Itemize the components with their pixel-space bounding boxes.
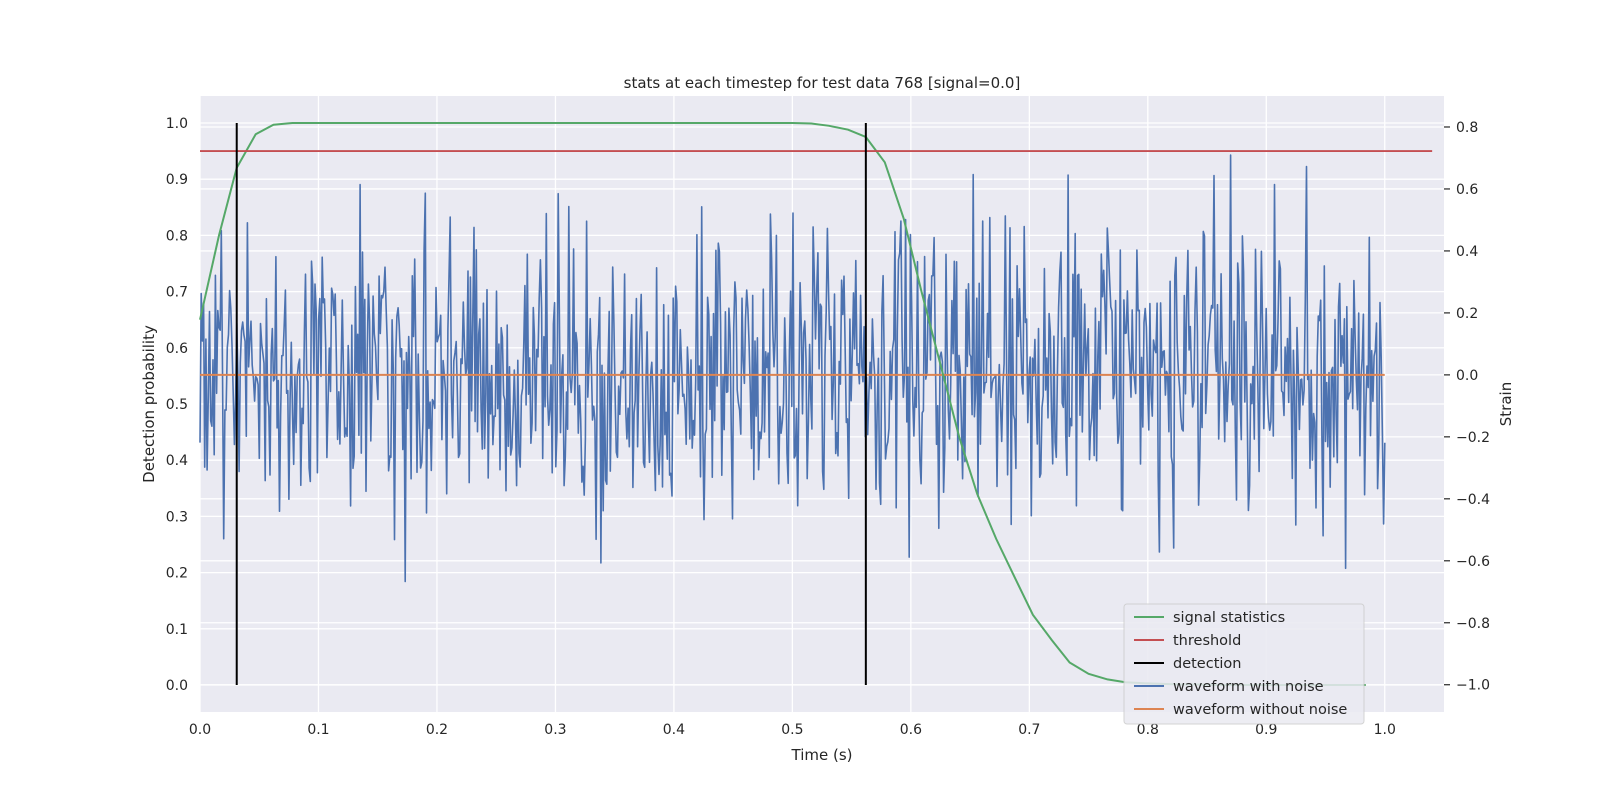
y-tick-label: 0.9 xyxy=(166,172,188,188)
x-tick-label: 0.7 xyxy=(1018,722,1040,738)
x-tick-label: 0.4 xyxy=(663,722,685,738)
y-tick-label: 0.2 xyxy=(166,566,188,582)
y-tick-label: 0.6 xyxy=(166,341,188,357)
y-tick-label: 0.8 xyxy=(166,228,188,244)
y2-tick-label: 0.0 xyxy=(1456,368,1478,384)
y2-tick-label: −0.6 xyxy=(1456,554,1490,570)
y2-tick-label: 0.2 xyxy=(1456,306,1478,322)
y2-tick-label: −1.0 xyxy=(1456,678,1490,694)
legend-label-waveform-with-noise: waveform with noise xyxy=(1173,679,1324,695)
x-tick-label: 0.6 xyxy=(900,722,922,738)
y2-tick-label: 0.8 xyxy=(1456,120,1478,136)
y-tick-label: 0.5 xyxy=(166,397,188,413)
x-tick-label: 0.2 xyxy=(426,722,448,738)
legend-box xyxy=(1123,603,1365,725)
legend-label-signal-statistics: signal statistics xyxy=(1173,610,1285,626)
x-axis-ticks: 0.0 0.1 0.2 0.3 0.4 0.5 0.6 0.7 0.8 0.9 1.0 xyxy=(189,722,1396,738)
legend-label-waveform-without-noise: waveform without noise xyxy=(1173,702,1347,718)
y-tick-label: 1.0 xyxy=(166,116,188,132)
x-tick-label: 0.8 xyxy=(1137,722,1159,738)
chart-title: stats at each timestep for test data 768… xyxy=(624,74,1021,92)
x-tick-label: 0.1 xyxy=(307,722,329,738)
y-axis-label: Detection probability xyxy=(140,325,158,483)
y2-tick-label: −0.2 xyxy=(1456,430,1490,446)
y2-tick-label: 0.4 xyxy=(1456,244,1478,260)
y2-tick-label: 0.6 xyxy=(1456,182,1478,198)
x-tick-label: 0.0 xyxy=(189,722,211,738)
legend-label-threshold: threshold xyxy=(1173,633,1241,649)
legend-label-detection: detection xyxy=(1173,656,1241,672)
legend: signal statistics threshold detection wa… xyxy=(1123,603,1365,725)
x-tick-label: 1.0 xyxy=(1374,722,1396,738)
y-tick-label: 0.3 xyxy=(166,509,188,525)
y-tick-label: 0.1 xyxy=(166,622,188,638)
y-tick-label: 0.0 xyxy=(166,678,188,694)
y-tick-label: 0.7 xyxy=(166,285,188,301)
y2-tick-label: −0.8 xyxy=(1456,616,1490,632)
y-axis-ticks: 0.0 0.1 0.2 0.3 0.4 0.5 0.6 0.7 0.8 0.9 1.0 xyxy=(166,116,188,694)
x-tick-label: 0.3 xyxy=(544,722,566,738)
x-axis-label: Time (s) xyxy=(791,746,853,764)
x-tick-label: 0.5 xyxy=(781,722,803,738)
waveform-with-noise-line xyxy=(199,154,1386,583)
x-tick-label: 0.9 xyxy=(1255,722,1277,738)
y2-axis-label: Strain xyxy=(1497,382,1515,426)
y2-tick-label: −0.4 xyxy=(1456,492,1490,508)
y-tick-label: 0.4 xyxy=(166,453,188,469)
y2-axis-ticks: −1.0 −0.8 −0.6 −0.4 −0.2 0.0 0.2 0.4 0.6 0.8 xyxy=(1444,120,1490,694)
